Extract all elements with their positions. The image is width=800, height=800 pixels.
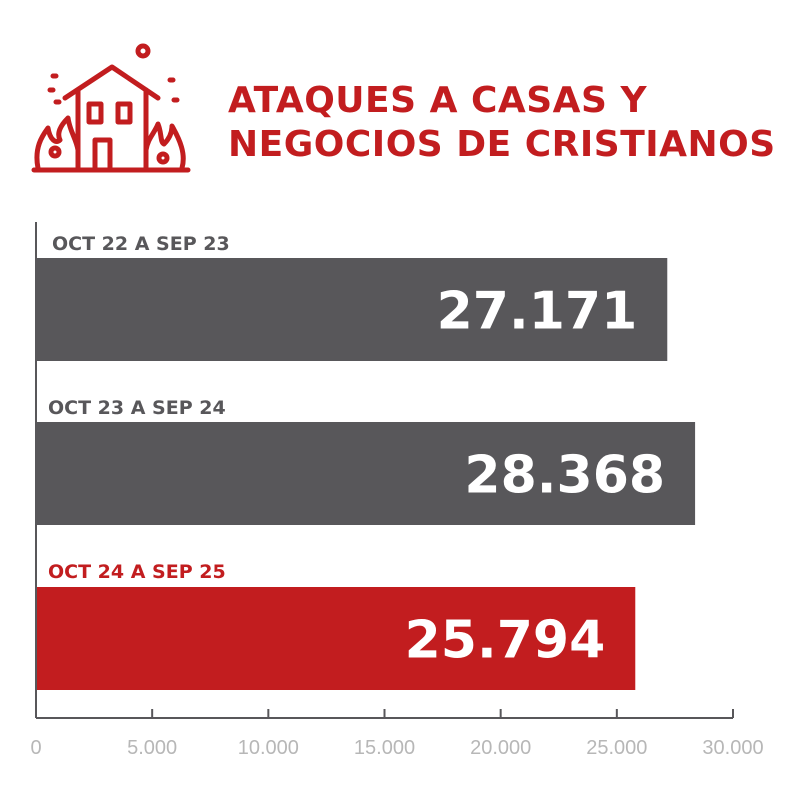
chart-title-line-1: ATAQUES A CASAS Y	[228, 80, 648, 121]
burning-house-icon	[31, 43, 191, 173]
category-label-2: OCT 23 A SEP 24	[48, 397, 226, 419]
x-tick-label-3: 10.000	[238, 737, 299, 759]
value-label-3: 25.794	[405, 611, 606, 671]
x-tick-label-7: 30.000	[702, 737, 763, 759]
bar-1	[36, 258, 668, 361]
bar-2	[36, 422, 696, 525]
x-tick-label-2: 5.000	[127, 737, 177, 759]
x-tick-label-1: 0	[30, 737, 41, 759]
value-label-1: 27.171	[437, 282, 638, 342]
x-tick-label-6: 25.000	[586, 737, 647, 759]
category-label-3: OCT 24 A SEP 25	[48, 561, 226, 583]
x-tick-label-4: 15.000	[354, 737, 415, 759]
category-label-1: OCT 22 A SEP 23	[52, 233, 230, 255]
bar-3	[36, 587, 636, 690]
value-label-2: 28.368	[464, 446, 665, 506]
chart-title-line-2: NEGOCIOS DE CRISTIANOS	[228, 124, 776, 165]
x-tick-label-5: 20.000	[470, 737, 531, 759]
